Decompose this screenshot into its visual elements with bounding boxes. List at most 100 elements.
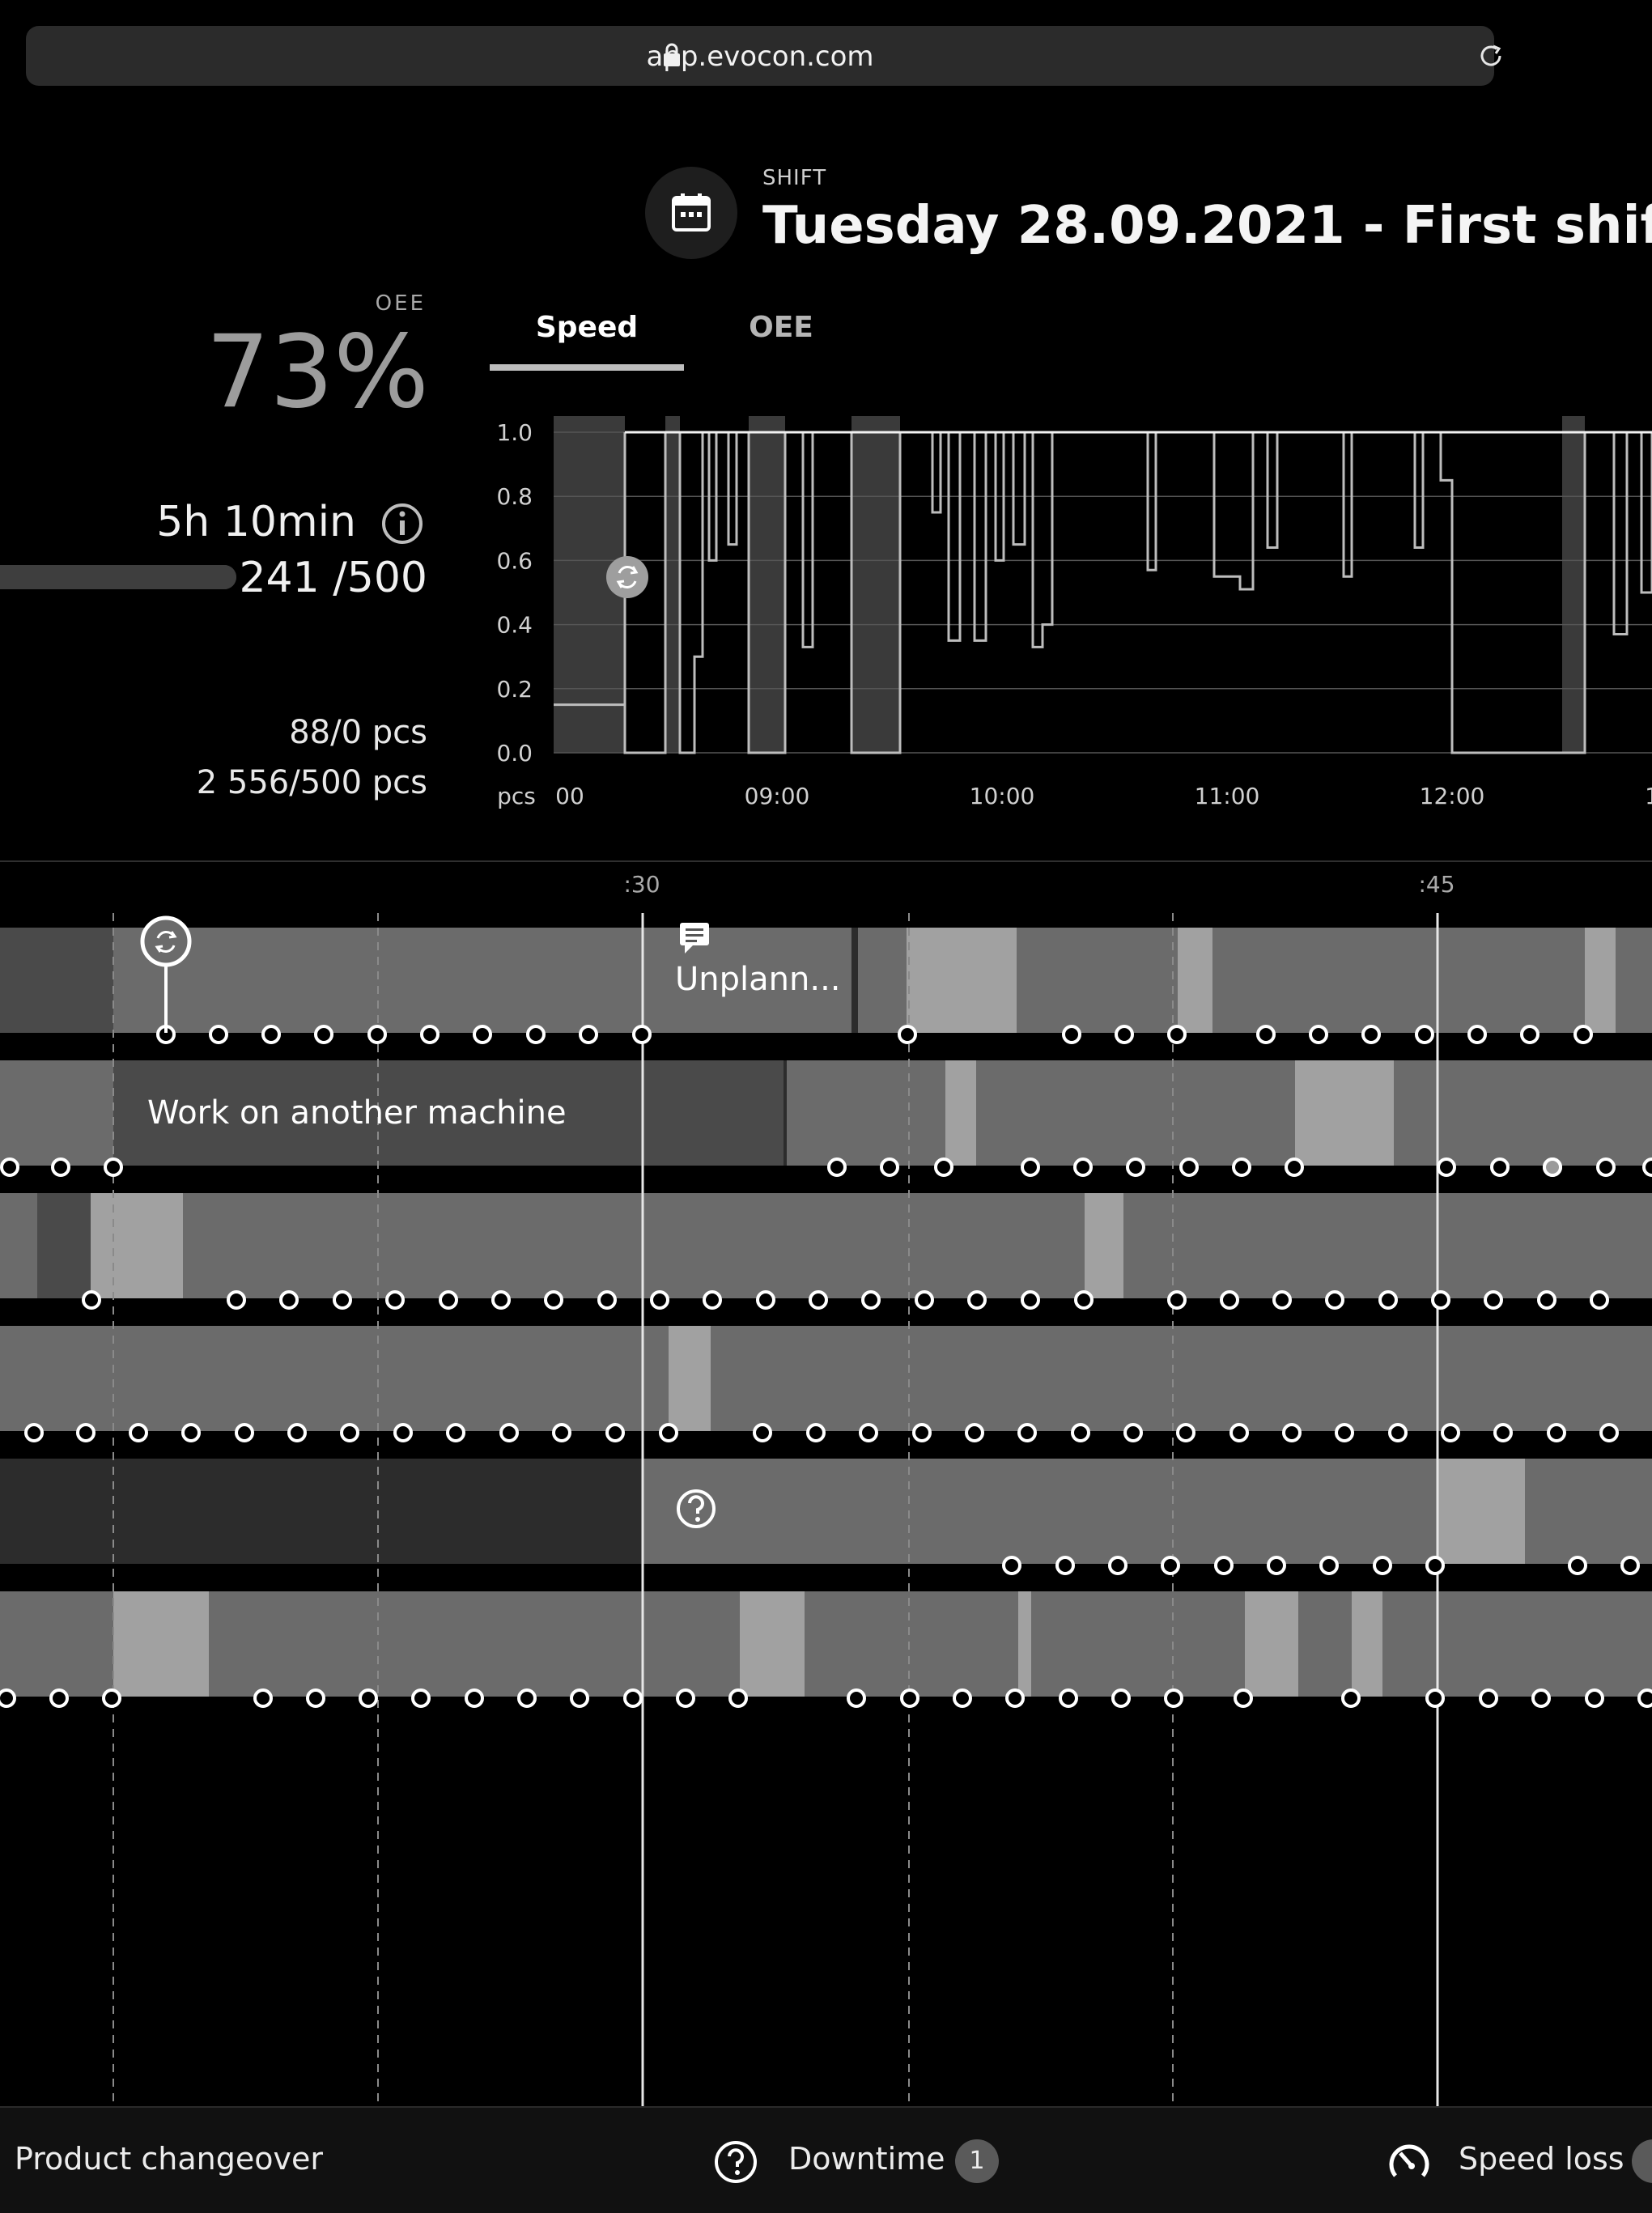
production-event-dot[interactable]: [0, 1157, 19, 1177]
production-event-dot[interactable]: [570, 1688, 589, 1708]
production-event-dot[interactable]: [1590, 1290, 1609, 1310]
production-event-dot[interactable]: [859, 1423, 878, 1442]
production-event-dot[interactable]: [1017, 1423, 1037, 1442]
production-event-dot[interactable]: [1441, 1423, 1460, 1442]
production-event-dot[interactable]: [333, 1290, 352, 1310]
timeline-segment[interactable]: [1245, 1591, 1298, 1697]
timeline-segment[interactable]: [851, 928, 858, 1033]
production-event-dot[interactable]: [1325, 1290, 1344, 1310]
production-event-dot[interactable]: [1388, 1423, 1408, 1442]
timeline-segment[interactable]: [0, 928, 113, 1033]
production-event-dot[interactable]: [1059, 1688, 1078, 1708]
production-event-dot[interactable]: [1234, 1688, 1253, 1708]
production-event-dot[interactable]: [650, 1290, 669, 1310]
production-event-dot[interactable]: [1490, 1157, 1510, 1177]
production-event-dot[interactable]: [806, 1423, 826, 1442]
tab-oee[interactable]: OEE: [749, 311, 813, 344]
production-event-dot[interactable]: [465, 1688, 484, 1708]
production-event-dot[interactable]: [847, 1688, 866, 1708]
production-event-dot[interactable]: [1115, 1025, 1134, 1044]
production-event-dot[interactable]: [49, 1688, 69, 1708]
downtime-zone[interactable]: [665, 416, 680, 753]
production-event-dot[interactable]: [102, 1688, 121, 1708]
production-event-dot[interactable]: [1167, 1025, 1187, 1044]
production-event-dot[interactable]: [659, 1423, 678, 1442]
info-icon[interactable]: [380, 502, 424, 546]
production-event-dot[interactable]: [473, 1025, 492, 1044]
speed-chart[interactable]: 1.0 0.8 0.6 0.4 0.2 0.0 pcs 00 09:00 10:00 11:00 12…: [486, 389, 1652, 826]
production-event-dot[interactable]: [261, 1025, 281, 1044]
timeline-segment[interactable]: [0, 1060, 113, 1166]
changeover-pin[interactable]: [140, 915, 192, 1033]
production-event-dot[interactable]: [411, 1688, 431, 1708]
production-event-dot[interactable]: [880, 1157, 899, 1177]
legend-downtime[interactable]: Downtime: [788, 2141, 945, 2177]
production-event-dot[interactable]: [0, 1688, 16, 1708]
production-event-dot[interactable]: [809, 1290, 828, 1310]
production-event-dot[interactable]: [579, 1025, 598, 1044]
url-bar[interactable]: app.evocon.com: [26, 26, 1501, 86]
timeline-segment[interactable]: [945, 1060, 976, 1166]
production-event-dot[interactable]: [1214, 1556, 1234, 1575]
production-event-dot[interactable]: [912, 1423, 932, 1442]
timeline-segment[interactable]: [209, 1591, 1652, 1697]
production-event-dot[interactable]: [1220, 1290, 1239, 1310]
timeline-segment[interactable]: [37, 1193, 91, 1298]
calendar-button[interactable]: [645, 167, 737, 259]
production-event-dot[interactable]: [385, 1290, 405, 1310]
production-event-dot[interactable]: [597, 1290, 617, 1310]
timeline-segment[interactable]: [113, 928, 851, 1033]
production-event-dot[interactable]: [552, 1423, 571, 1442]
production-event-dot[interactable]: [287, 1423, 307, 1442]
production-event-dot[interactable]: [915, 1290, 934, 1310]
machine-timeline[interactable]: :30:45 Unplann... Work on another machin…: [0, 864, 1652, 2106]
work-other-machine-label[interactable]: Work on another machine: [147, 1094, 567, 1132]
legend-speed-loss[interactable]: Speed loss: [1459, 2141, 1624, 2177]
production-event-dot[interactable]: [1021, 1290, 1040, 1310]
production-event-dot[interactable]: [1319, 1556, 1339, 1575]
timeline-segment[interactable]: [1525, 1459, 1652, 1564]
production-event-dot[interactable]: [1642, 1157, 1652, 1177]
production-event-dot[interactable]: [1585, 1688, 1604, 1708]
production-event-dot[interactable]: [1335, 1423, 1354, 1442]
production-event-dot[interactable]: [1537, 1290, 1556, 1310]
speed-series-line[interactable]: [554, 431, 1652, 754]
production-event-dot[interactable]: [632, 1025, 652, 1044]
production-event-dot[interactable]: [1167, 1290, 1187, 1310]
production-event-dot[interactable]: [1071, 1423, 1090, 1442]
production-event-dot[interactable]: [953, 1688, 972, 1708]
production-event-dot[interactable]: [965, 1423, 984, 1442]
timeline-segment[interactable]: [0, 1326, 1652, 1431]
production-event-dot[interactable]: [1493, 1423, 1513, 1442]
production-event-dot[interactable]: [1373, 1556, 1392, 1575]
timeline-segment[interactable]: [0, 1591, 113, 1697]
production-event-dot[interactable]: [1021, 1157, 1040, 1177]
production-event-dot[interactable]: [1479, 1688, 1498, 1708]
production-event-dot[interactable]: [1176, 1423, 1195, 1442]
production-event-dot[interactable]: [446, 1423, 465, 1442]
production-event-dot[interactable]: [1543, 1157, 1562, 1177]
production-event-dot[interactable]: [1282, 1423, 1302, 1442]
timeline-segment[interactable]: [1178, 928, 1212, 1033]
production-event-dot[interactable]: [340, 1423, 359, 1442]
downtime-zone[interactable]: [851, 416, 900, 753]
timeline-segment[interactable]: [740, 1591, 805, 1697]
production-event-dot[interactable]: [1055, 1556, 1075, 1575]
production-event-dot[interactable]: [306, 1688, 325, 1708]
production-event-dot[interactable]: [51, 1157, 70, 1177]
production-event-dot[interactable]: [1599, 1423, 1619, 1442]
timeline-segment[interactable]: [787, 1060, 1652, 1166]
timeline-segment[interactable]: [1438, 1459, 1525, 1564]
timeline-segment[interactable]: [0, 1193, 37, 1298]
production-event-dot[interactable]: [934, 1157, 953, 1177]
production-event-dot[interactable]: [227, 1290, 246, 1310]
production-event-dot[interactable]: [314, 1025, 333, 1044]
downtime-zone[interactable]: [1562, 416, 1585, 753]
timeline-segment[interactable]: [642, 1459, 960, 1564]
production-event-dot[interactable]: [605, 1423, 625, 1442]
production-event-dot[interactable]: [517, 1688, 537, 1708]
legend-product-changeover[interactable]: Product changeover: [15, 2141, 323, 2177]
production-event-dot[interactable]: [235, 1423, 254, 1442]
production-event-dot[interactable]: [420, 1025, 440, 1044]
production-event-dot[interactable]: [1005, 1688, 1025, 1708]
